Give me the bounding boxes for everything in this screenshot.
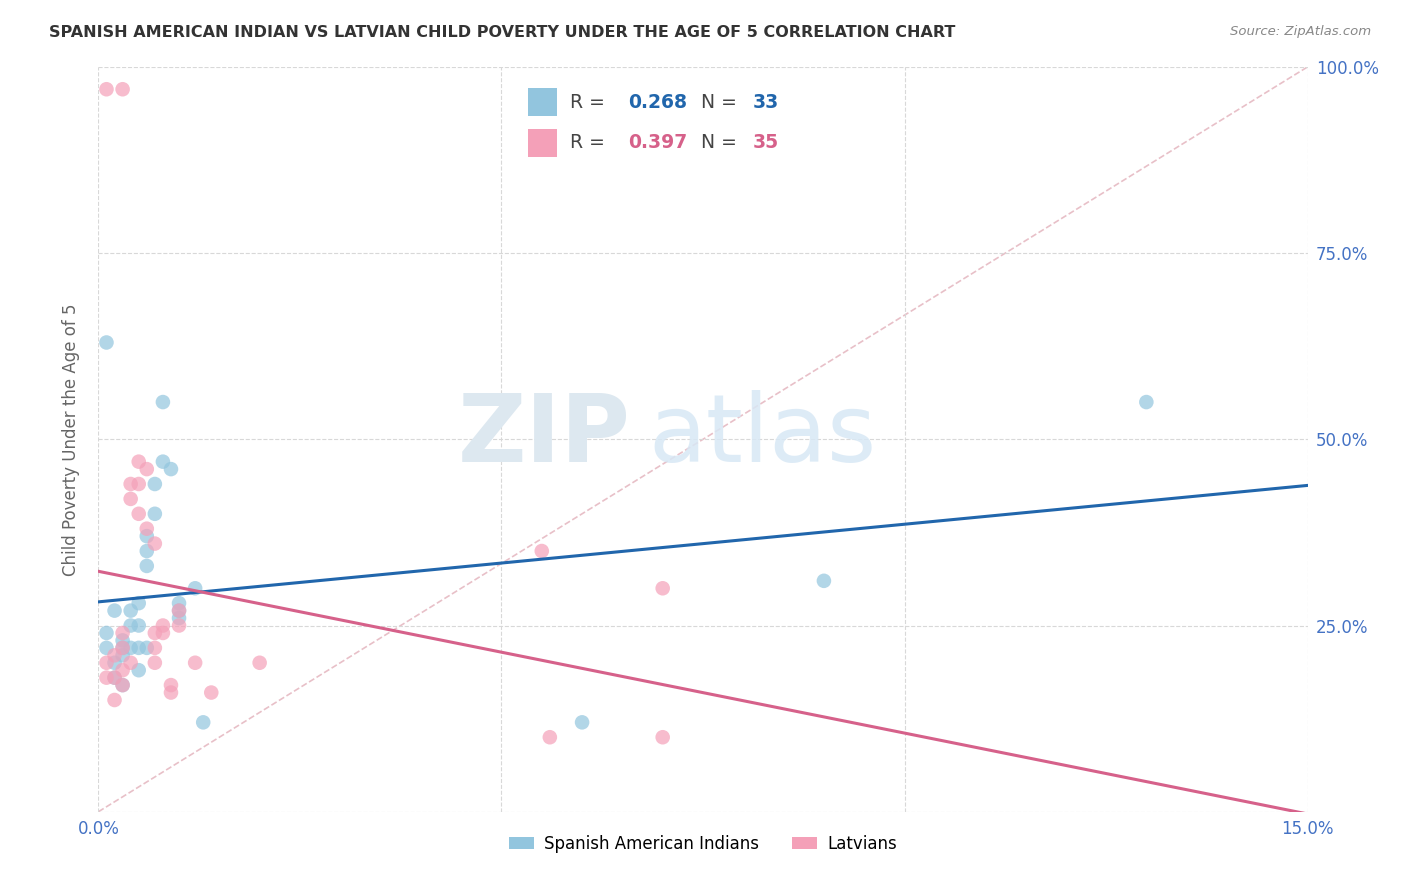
Point (120, 477, 142, 491)
Point (143, 640, 166, 655)
Point (152, 455, 174, 469)
Point (96, 335, 118, 350)
Point (111, 633, 134, 648)
Point (111, 663, 134, 677)
Point (200, 685, 222, 699)
Point (128, 596, 150, 610)
Point (160, 678, 183, 692)
Point (135, 640, 157, 655)
Text: atlas: atlas (648, 390, 877, 482)
Point (120, 656, 142, 670)
Point (103, 693, 125, 707)
Point (135, 462, 157, 476)
Point (152, 618, 174, 632)
Point (120, 491, 142, 506)
Point (184, 656, 207, 670)
Point (111, 678, 134, 692)
Point (152, 626, 174, 640)
Point (128, 640, 150, 655)
Point (111, 640, 134, 655)
Point (1135, 395, 1157, 409)
Point (96, 82, 118, 96)
Point (143, 507, 166, 521)
Point (143, 626, 166, 640)
Point (103, 671, 125, 685)
Point (160, 685, 183, 699)
Point (103, 656, 125, 670)
Point (152, 395, 174, 409)
Point (538, 730, 561, 744)
Text: Source: ZipAtlas.com: Source: ZipAtlas.com (1230, 25, 1371, 38)
Text: ZIP: ZIP (457, 390, 630, 482)
Point (135, 558, 157, 573)
Point (143, 477, 166, 491)
Point (120, 604, 142, 618)
Text: SPANISH AMERICAN INDIAN VS LATVIAN CHILD POVERTY UNDER THE AGE OF 5 CORRELATION : SPANISH AMERICAN INDIAN VS LATVIAN CHILD… (49, 25, 956, 40)
Point (128, 507, 150, 521)
Y-axis label: Child Poverty Under the Age of 5: Child Poverty Under the Age of 5 (62, 303, 80, 575)
Point (813, 574, 835, 588)
Point (111, 640, 134, 655)
Point (103, 648, 125, 663)
Point (111, 648, 134, 663)
Point (128, 477, 150, 491)
Point (135, 544, 157, 558)
Point (120, 640, 142, 655)
Point (96, 671, 118, 685)
Point (135, 522, 157, 536)
Point (103, 671, 125, 685)
Point (167, 611, 190, 625)
Point (128, 663, 150, 677)
Point (96, 640, 118, 655)
Point (167, 604, 190, 618)
Point (530, 544, 553, 558)
Point (128, 618, 150, 632)
Point (111, 626, 134, 640)
Legend: Spanish American Indians, Latvians: Spanish American Indians, Latvians (502, 828, 904, 859)
Point (143, 656, 166, 670)
Point (135, 529, 157, 543)
Point (651, 582, 673, 596)
Point (167, 596, 190, 610)
Point (167, 618, 190, 632)
Point (103, 604, 125, 618)
Point (193, 715, 215, 730)
Point (651, 730, 673, 744)
Point (167, 604, 190, 618)
Point (143, 536, 166, 550)
Point (120, 618, 142, 632)
Point (96, 656, 118, 670)
Point (160, 462, 183, 476)
Point (111, 82, 134, 96)
Point (249, 656, 271, 670)
Point (571, 715, 593, 730)
Point (184, 582, 207, 596)
Point (128, 455, 150, 469)
Point (96, 626, 118, 640)
Point (111, 678, 134, 692)
